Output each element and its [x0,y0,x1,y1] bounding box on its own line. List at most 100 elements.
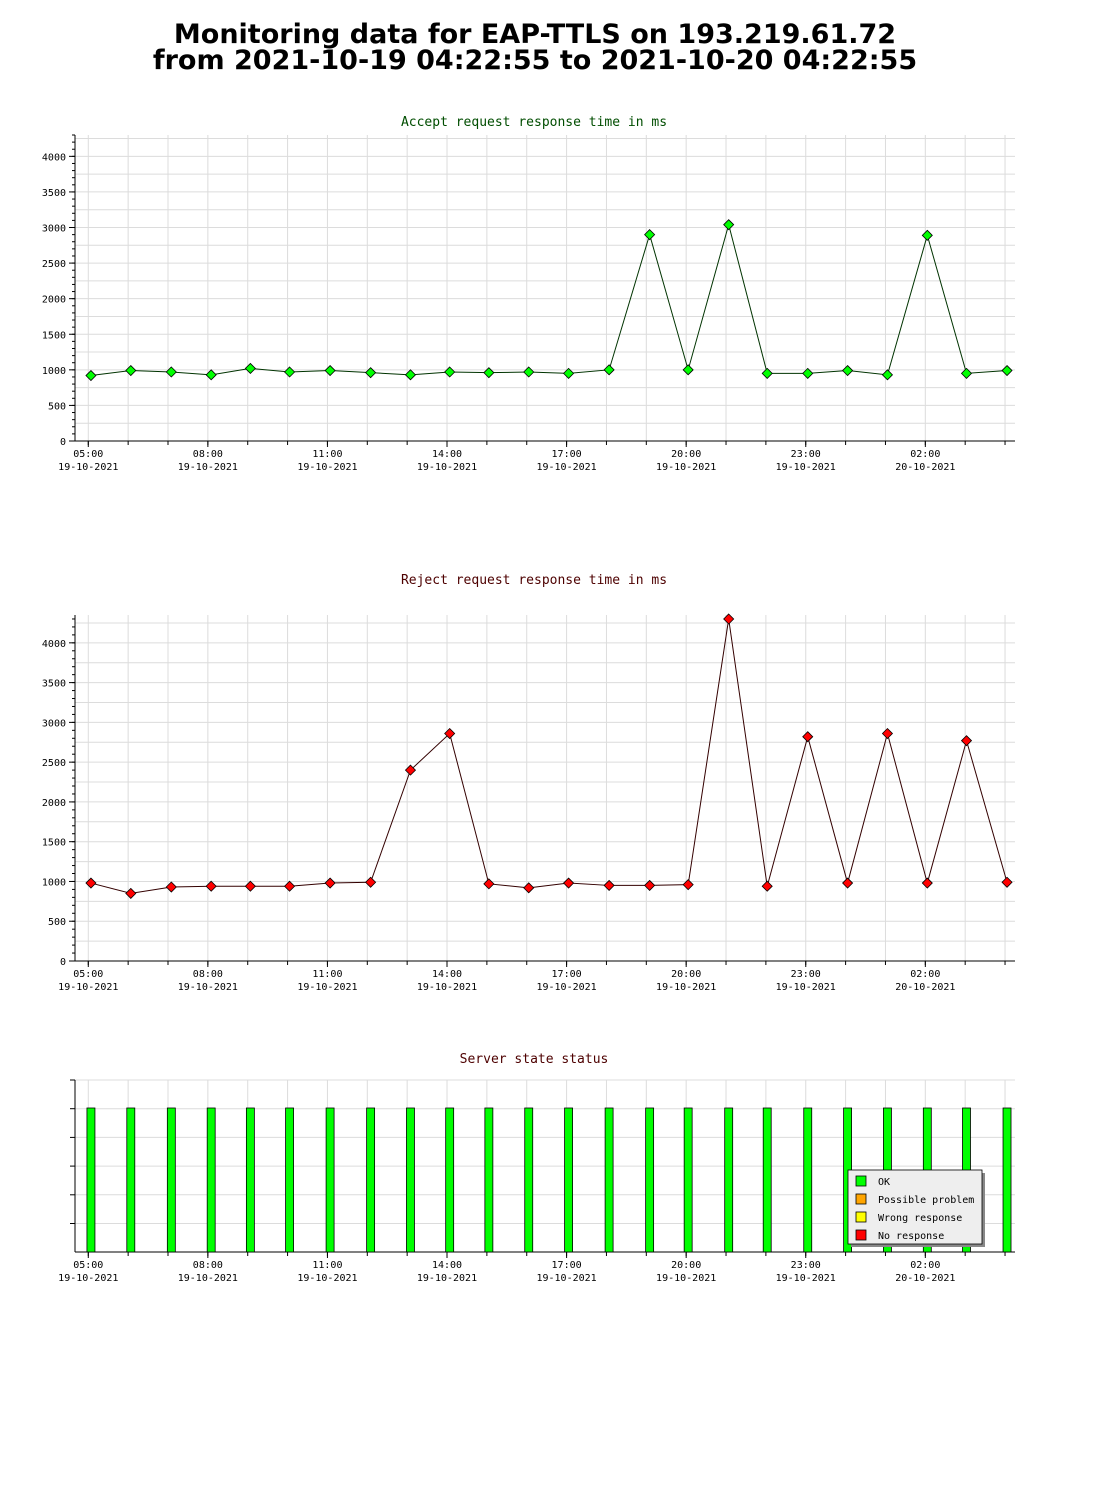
status-bar [1002,1107,1012,1253]
data-point-marker [244,362,256,374]
data-point-marker [125,887,137,899]
y-tick-label: 0 [60,957,66,968]
x-tick-time-label: 20:00 [671,1260,701,1271]
page-title: Monitoring data for EAP-TTLS on 193.219.… [0,21,1070,74]
x-tick-date-label: 20-10-2021 [895,982,955,993]
data-point-marker [205,880,217,892]
x-tick-date-label: 20-10-2021 [895,1273,955,1284]
data-point-marker [483,878,495,890]
status-bar [803,1107,813,1253]
data-point-marker [165,881,177,893]
data-point-marker [881,369,894,381]
x-tick-time-label: 11:00 [312,1260,342,1271]
x-tick-date-label: 19-10-2021 [297,1273,357,1284]
data-point-marker [603,879,615,892]
status-bar [245,1107,255,1253]
x-tick-time-label: 08:00 [193,449,223,460]
x-tick-date-label: 19-10-2021 [178,1273,238,1284]
x-tick-time-label: 17:00 [552,1260,582,1271]
data-point-marker [324,364,336,377]
data-point-marker [644,879,656,892]
x-tick-date-label: 19-10-2021 [536,982,596,993]
data-point-marker [802,367,814,379]
x-tick-date-label: 19-10-2021 [58,982,118,993]
x-tick-time-label: 08:00 [193,1260,223,1271]
data-point-marker [284,366,296,378]
x-tick-time-label: 20:00 [671,449,701,460]
data-point-marker [85,877,97,889]
x-tick-date-label: 19-10-2021 [656,982,716,993]
legend-swatch [855,1229,867,1241]
x-tick-time-label: 14:00 [432,969,462,980]
y-tick-label: 1000 [42,877,66,888]
data-point-marker [523,366,535,378]
data-point-marker [85,369,97,382]
y-tick-label: 500 [48,401,66,412]
x-tick-date-label: 20-10-2021 [895,462,955,473]
data-point-marker [960,367,973,379]
status-bar [166,1107,176,1253]
y-tick-label: 3000 [42,718,66,729]
y-tick-label: 500 [48,917,66,928]
status-bar [645,1107,655,1253]
legend-label: OK [878,1177,890,1188]
y-tick-label: 3500 [42,188,66,199]
x-tick-time-label: 05:00 [73,1260,103,1271]
data-point-marker [723,219,735,231]
data-point-marker [603,364,615,376]
legend-swatch [855,1211,867,1223]
x-tick-date-label: 19-10-2021 [297,462,357,473]
x-tick-time-label: 05:00 [73,449,103,460]
data-point-marker [523,882,535,894]
data-point-marker [165,366,177,378]
x-tick-date-label: 19-10-2021 [656,462,716,473]
status-bar [325,1107,335,1253]
data-point-marker [881,727,894,740]
y-tick-label: 2500 [42,758,66,769]
x-tick-date-label: 19-10-2021 [417,462,477,473]
y-tick-label: 3000 [42,224,66,235]
status-bar [445,1107,455,1253]
x-tick-time-label: 17:00 [552,449,582,460]
chart-title: Accept request response time in ms [401,115,667,130]
x-tick-date-label: 19-10-2021 [417,1273,477,1284]
data-point-marker [483,367,495,379]
status-bar [683,1107,693,1253]
status-bar [285,1107,294,1253]
x-tick-date-label: 19-10-2021 [776,1273,836,1284]
legend-swatch [855,1175,867,1187]
status-bar [484,1107,494,1253]
x-tick-time-label: 02:00 [910,1260,940,1271]
status-bar [604,1107,614,1253]
x-tick-time-label: 05:00 [73,969,103,980]
legend-label: Possible problem [878,1195,974,1206]
data-point-marker [563,367,575,379]
status-bar [564,1107,573,1253]
line-chart-2: Reject request response time in ms 0 500 10… [42,573,1015,993]
x-tick-time-label: 20:00 [671,969,701,980]
x-tick-date-label: 19-10-2021 [297,982,357,993]
data-point-marker [921,229,933,241]
data-point-marker [444,727,456,740]
data-point-marker [644,229,656,241]
status-bar [126,1107,136,1253]
x-tick-date-label: 19-10-2021 [58,1273,118,1284]
data-point-marker [365,876,377,888]
data-point-marker [284,880,296,892]
data-point-marker [1001,364,1013,377]
x-tick-time-label: 11:00 [312,449,342,460]
x-tick-time-label: 23:00 [791,449,821,460]
chart-title: Reject request response time in ms [401,573,667,588]
y-tick-label: 2000 [42,798,66,809]
data-point-marker [444,366,456,378]
y-tick-label: 0 [60,437,66,448]
x-tick-time-label: 23:00 [791,969,821,980]
status-bar [762,1107,772,1253]
x-tick-date-label: 19-10-2021 [776,462,836,473]
series-line [90,618,1008,894]
x-tick-time-label: 11:00 [312,969,342,980]
legend-label: Wrong response [878,1213,962,1224]
chart-title: Server state status [460,1052,609,1067]
y-tick-label: 2000 [42,295,66,306]
x-tick-time-label: 08:00 [193,969,223,980]
